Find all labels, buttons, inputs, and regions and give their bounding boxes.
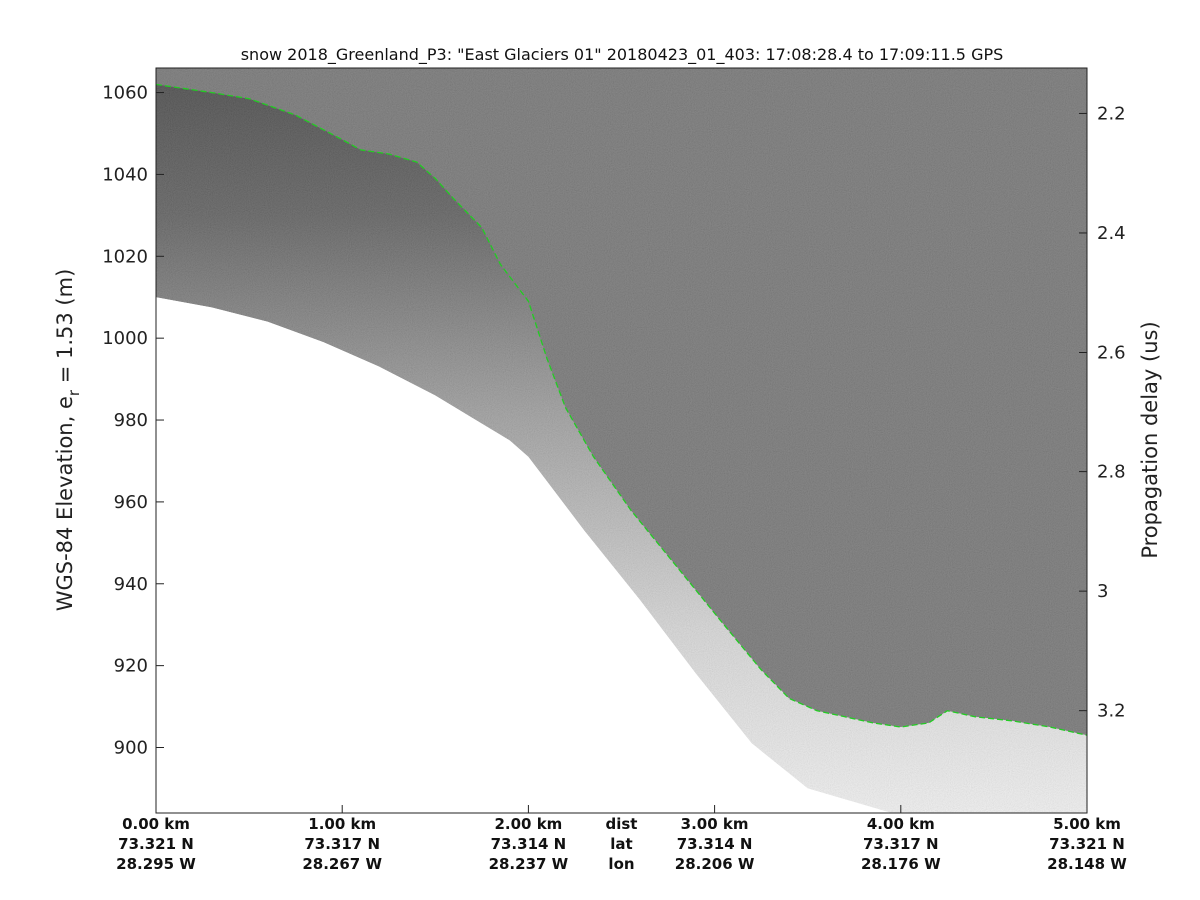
y-tick-label: 1040 (102, 164, 148, 185)
y-tick-label: 940 (114, 574, 148, 595)
x-tick-lon: 28.237 W (489, 855, 569, 873)
x-tick-lat: 73.314 N (491, 835, 567, 853)
y2-tick-label: 2.4 (1097, 223, 1126, 244)
x-tick-lat: 73.317 N (863, 835, 939, 853)
x-row-label-lat: lat (610, 835, 632, 853)
y-tick-label: 900 (114, 738, 148, 759)
right-axis: 2.2 2.4 2.6 2.8 3 3.2 (1079, 103, 1126, 722)
x-row-label-dist: dist (606, 815, 638, 833)
left-axis: 900 920 940 960 980 1000 1020 1040 1060 (102, 83, 164, 759)
y-tick-label: 920 (114, 656, 148, 677)
x-tick-dist: 2.00 km (494, 815, 562, 833)
x-tick-dist: 4.00 km (867, 815, 935, 833)
y-tick-label: 1020 (102, 246, 148, 267)
x-tick-lon: 28.267 W (302, 855, 382, 873)
y2-tick-label: 2.8 (1097, 462, 1126, 483)
y-tick-label: 960 (114, 492, 148, 513)
y2-tick-label: 3 (1097, 581, 1108, 602)
x-tick-lat: 73.321 N (118, 835, 194, 853)
x-tick-lon: 28.206 W (675, 855, 755, 873)
y2-tick-label: 3.2 (1097, 701, 1126, 722)
x-tick-lat: 73.317 N (304, 835, 380, 853)
y-axis-label: WGS-84 Elevation, er = 1.53 (m) (53, 269, 83, 612)
x-tick-dist: 1.00 km (308, 815, 376, 833)
x-tick-lon: 28.176 W (861, 855, 941, 873)
y-tick-label: 1000 (102, 328, 148, 349)
no-data-cover (156, 297, 892, 813)
y-axis-label-subscript: r (65, 389, 83, 396)
y2-axis-label: Propagation delay (us) (1138, 321, 1162, 558)
x-tick-dist: 0.00 km (122, 815, 190, 833)
x-tick-dist: 5.00 km (1053, 815, 1121, 833)
x-tick-lon: 28.295 W (116, 855, 196, 873)
plot-frame (155, 67, 1088, 814)
x-tick-lat: 73.314 N (677, 835, 753, 853)
plot-area (156, 68, 1087, 813)
y2-tick-label: 2.6 (1097, 342, 1126, 363)
x-row-label-lon: lon (608, 855, 634, 873)
x-tick-dist: 3.00 km (681, 815, 749, 833)
y2-tick-label: 2.2 (1097, 103, 1126, 124)
y-axis-label-rest: = 1.53 (m) (53, 269, 77, 390)
y-axis-label-main: WGS-84 Elevation, e (53, 396, 77, 611)
x-tick-lat: 73.321 N (1049, 835, 1125, 853)
bottom-axis: 0.00 km 73.321 N 28.295 W 1.00 km 73.317 N 28… (116, 805, 1127, 873)
chart-title: snow 2018_Greenland_P3: "East Glaciers 0… (241, 45, 1004, 65)
x-tick-lon: 28.148 W (1047, 855, 1127, 873)
y-tick-label: 980 (114, 410, 148, 431)
y-tick-label: 1060 (102, 83, 148, 104)
